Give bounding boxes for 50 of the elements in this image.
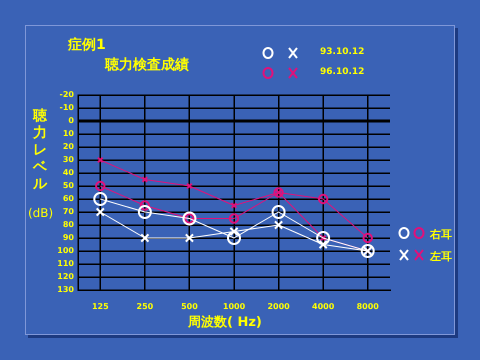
point <box>227 231 241 245</box>
y-tick-label: 60 <box>62 194 74 204</box>
point <box>186 182 193 190</box>
y-tick-label: 80 <box>62 220 74 230</box>
point <box>318 194 328 204</box>
text: 右耳 <box>430 227 452 242</box>
point <box>138 205 152 219</box>
y-tick-label: 10 <box>62 129 74 138</box>
y-axis-title: 聴力レベル (dB) <box>28 108 54 220</box>
x-tick-label: 4000 <box>312 302 335 311</box>
text: 左耳 <box>430 249 452 264</box>
x-tick-label: 8000 <box>356 302 380 311</box>
x-tick-label: 250 <box>136 302 154 311</box>
point <box>274 220 284 230</box>
y-tick-label: 0 <box>68 116 74 126</box>
x-tick-label: 1000 <box>222 302 246 311</box>
x-tick-label: 2000 <box>267 302 290 311</box>
point <box>184 233 194 243</box>
point <box>316 231 330 245</box>
point <box>96 207 105 217</box>
y-tick-label: 50 <box>62 181 74 190</box>
point <box>142 176 148 183</box>
point <box>140 233 150 243</box>
x-tick-label: 500 <box>181 302 198 311</box>
y-tick-label: 30 <box>62 155 74 164</box>
y-tick-label: 20 <box>62 142 74 152</box>
y-tick-label: -20 <box>60 90 74 100</box>
point <box>272 205 286 219</box>
y-tick-label: 70 <box>62 207 74 216</box>
chart-subtitle: 聴力検査成績 <box>105 56 189 74</box>
x-tick-label: 125 <box>92 302 110 311</box>
point <box>318 240 328 250</box>
y-tick-label: 40 <box>62 168 74 178</box>
chart-title: 症例1 <box>68 36 106 54</box>
y-tick-label: -10 <box>60 103 74 112</box>
point <box>362 232 373 244</box>
point <box>95 180 106 192</box>
text: 93.10.12 <box>320 47 364 57</box>
x-axis-title: 周波数( Hz) <box>188 314 262 331</box>
y-tick-label: 90 <box>62 233 74 242</box>
text: 96.10.12 <box>320 67 364 77</box>
point <box>230 202 238 209</box>
y-tick-label: 100 <box>57 246 74 256</box>
point <box>140 200 150 211</box>
point <box>229 226 239 236</box>
y-tick-label: 110 <box>57 259 74 268</box>
point <box>228 213 240 224</box>
y-tick-label: 130 <box>57 285 74 294</box>
point <box>93 192 108 206</box>
y-tick-label: 120 <box>57 272 74 282</box>
